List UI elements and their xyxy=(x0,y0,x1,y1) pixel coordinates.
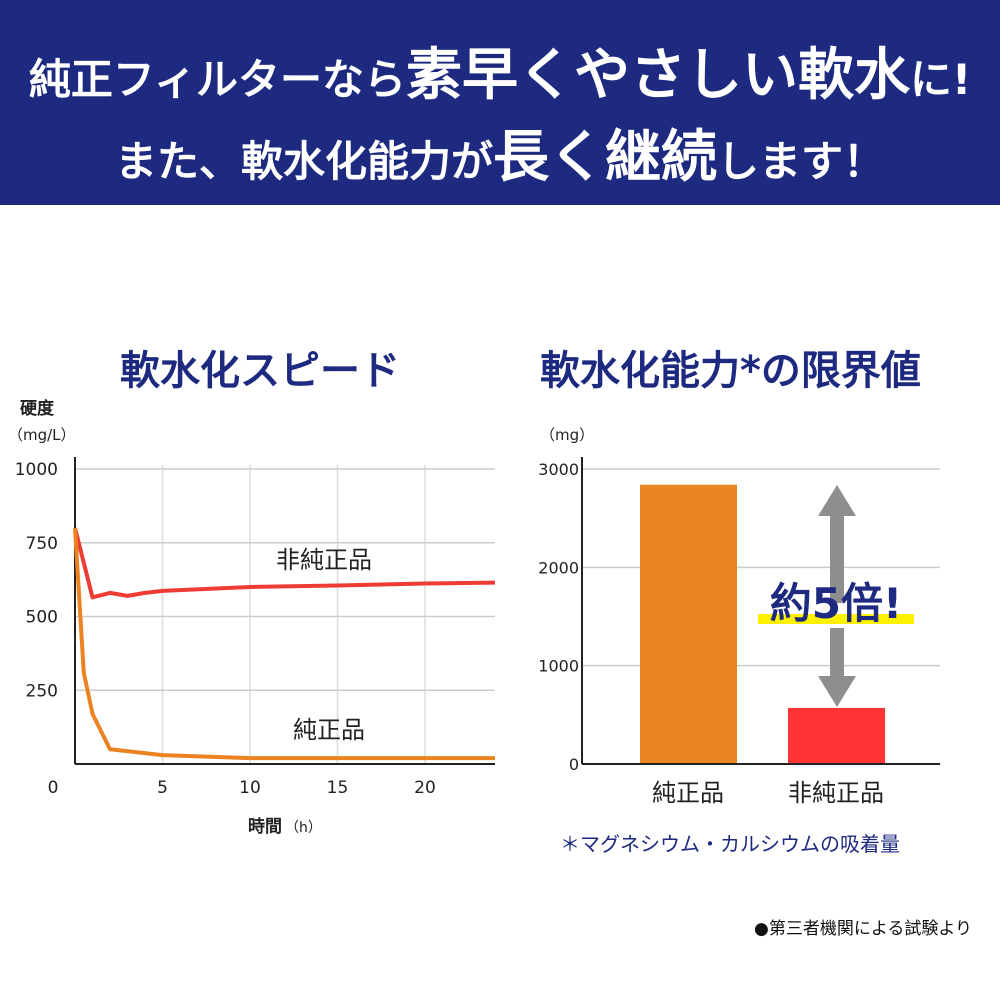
y-axis-unit: （mg） xyxy=(540,426,594,444)
bar xyxy=(640,484,737,764)
footer-source-note: ●第三者機関による試験より xyxy=(754,919,972,939)
arrow-shaft-down xyxy=(830,628,844,678)
x-tick-label: 15 xyxy=(327,778,349,798)
headline-banner: 純正フィルターなら素早くやさしい軟水に! また、軟水化能力が長く継続します！ xyxy=(0,0,1000,205)
headline-line-1: 純正フィルターなら素早くやさしい軟水に! xyxy=(28,43,972,108)
y-tick-label: 500 xyxy=(26,608,58,628)
category-label: 非純正品 xyxy=(788,779,884,807)
capacity-chart-title: 軟水化能力*の限界値 xyxy=(540,348,921,394)
y-tick-label: 1000 xyxy=(15,460,58,480)
x-tick-label: 20 xyxy=(414,778,436,798)
y-axis-unit: （mg/L） xyxy=(8,426,76,444)
ratio-annotation: 約5倍! xyxy=(770,579,902,628)
y-tick-label: 3000 xyxy=(538,460,579,479)
highlight-marker xyxy=(758,614,914,624)
y-tick-label: 0 xyxy=(569,755,579,774)
bar xyxy=(788,707,885,764)
y-tick-label: 250 xyxy=(26,681,58,701)
y-tick-label: 1000 xyxy=(538,657,579,676)
arrow-shaft-up xyxy=(830,515,844,603)
headline-line-2: また、軟水化能力が長く継続します！ xyxy=(114,125,886,190)
x-axis-unit: （h） xyxy=(285,820,322,836)
y-tick-label: 2000 xyxy=(538,558,579,577)
series-line-0 xyxy=(73,527,496,600)
series-label: 非純正品 xyxy=(276,546,372,574)
x-tick-label: 5 xyxy=(157,778,168,798)
category-label: 純正品 xyxy=(652,779,724,807)
x-axis-label: 時間 xyxy=(248,816,282,837)
speed-chart-title: 軟水化スピード xyxy=(120,348,400,394)
x-tick-label: 10 xyxy=(239,778,261,798)
footnote-adsorption: ＊マグネシウム・カルシウムの吸着量 xyxy=(560,832,900,856)
x-tick-label: 0 xyxy=(48,778,59,798)
arrow-up-icon xyxy=(818,485,856,516)
series-label: 純正品 xyxy=(293,716,365,744)
y-tick-label: 750 xyxy=(26,534,58,554)
arrow-down-icon xyxy=(818,676,856,707)
y-axis-label: 硬度 xyxy=(20,398,55,419)
